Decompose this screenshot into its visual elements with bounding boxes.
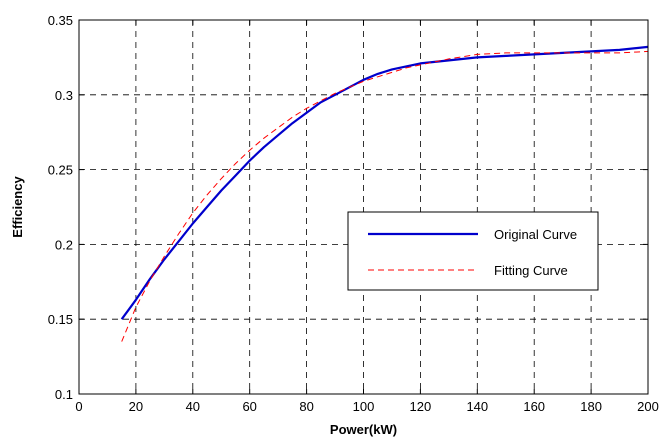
y-tick-label: 0.25 [48, 163, 73, 178]
grid [79, 20, 648, 394]
series-original-curve [120, 45, 649, 320]
x-tick-label: 80 [299, 399, 313, 414]
y-tick-label: 0.3 [55, 88, 73, 103]
y-tick-label: 0.35 [48, 13, 73, 28]
x-tick-label: 180 [580, 399, 602, 414]
x-tick-label: 20 [129, 399, 143, 414]
x-tick-label: 120 [410, 399, 432, 414]
x-tick-label: 160 [523, 399, 545, 414]
y-tick-label: 0.1 [55, 387, 73, 402]
x-axis: 0 20 40 60 80 100 120 140 160 180 200 [75, 20, 659, 414]
x-tick-label: 60 [242, 399, 256, 414]
series-fitting-curve [121, 50, 649, 342]
x-tick-label: 140 [466, 399, 488, 414]
legend-box [347, 211, 599, 291]
y-tick-label: 0.15 [48, 312, 73, 327]
x-tick-label: 100 [353, 399, 375, 414]
x-tick-label: 0 [75, 399, 82, 414]
x-tick-label: 200 [637, 399, 659, 414]
plot-area [120, 45, 649, 342]
x-tick-label: 40 [186, 399, 200, 414]
y-axis: 0.1 0.15 0.2 0.25 0.3 0.35 [48, 13, 648, 402]
x-axis-label: Power(kW) [330, 422, 397, 437]
legend: Original Curve Fitting Curve [347, 211, 599, 291]
legend-label-original: Original Curve [494, 227, 577, 242]
legend-label-fitting: Fitting Curve [494, 263, 568, 278]
y-tick-label: 0.2 [55, 237, 73, 252]
y-axis-label: Efficiency [10, 176, 25, 238]
